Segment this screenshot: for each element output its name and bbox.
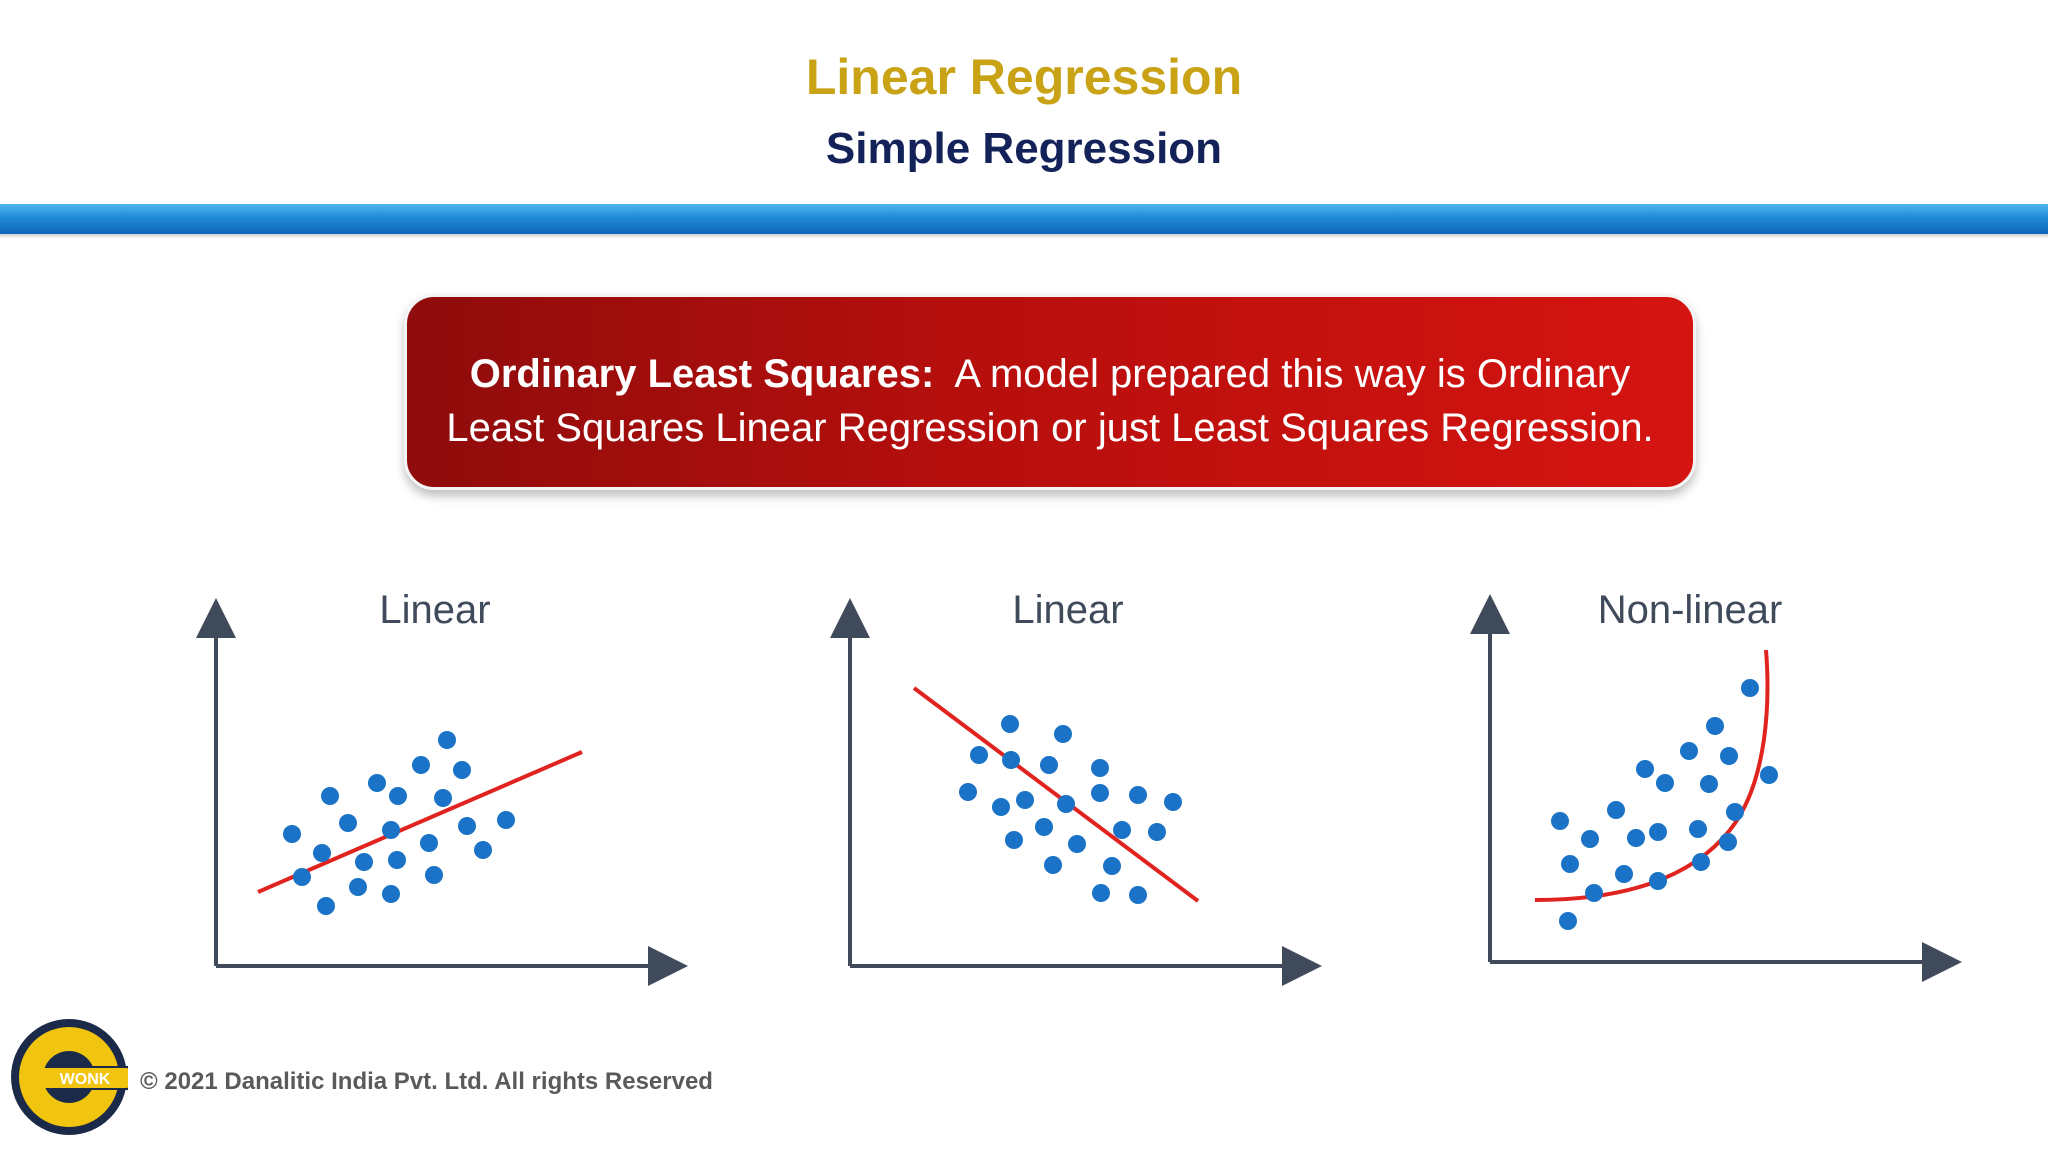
plot-title-linear-negative: Linear [1012,588,1124,632]
plot2-axes [830,598,1322,986]
plot-title-linear-positive: Linear [379,588,491,632]
callout-text: A model prepared this way is Ordinary Le… [446,352,1654,450]
plot3-points [1551,679,1778,930]
copyright-footer: © 2021 Danalitic India Pvt. Ltd. All rig… [140,1068,713,1095]
header-divider [0,204,2048,234]
wonk-logo-icon: WONK [11,1019,128,1135]
definition-callout: Ordinary Least Squares: A model prepared… [404,294,1696,490]
header-divider-shadow [0,234,2048,239]
plot3-axes [1470,594,1962,982]
plot2-fit-line [912,686,1200,903]
callout-term: Ordinary Least Squares: [469,352,935,396]
slide-subtitle: Simple Regression [825,124,1223,173]
plot1-points [283,731,515,915]
plot3-fit-curve [1534,649,1770,902]
logo-text: WONK [60,1071,111,1088]
plot1-axes [196,598,688,986]
plot1-fit-line [257,750,583,894]
plot2-points [959,715,1182,904]
scatter-illustrations [196,594,1962,986]
slide-title: Linear Regression [805,49,1243,105]
plot-title-nonlinear: Non-linear [1597,588,1783,632]
